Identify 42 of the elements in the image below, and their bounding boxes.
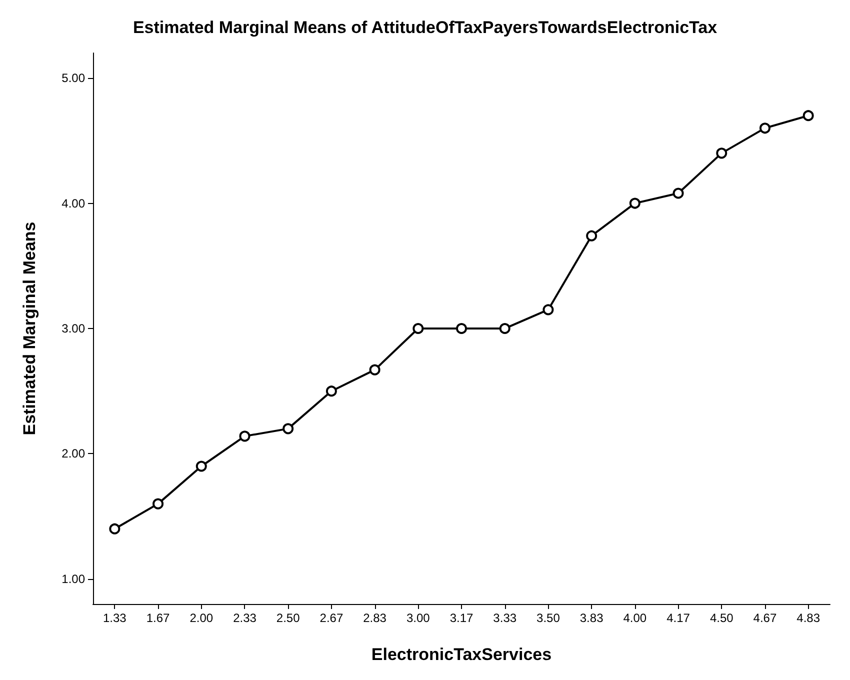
x-axis-title: ElectronicTaxServices: [371, 645, 552, 664]
point: [586, 230, 598, 242]
point: [672, 188, 684, 199]
x-tick-label: 2.50: [276, 611, 300, 625]
x-tick-label: 3.00: [406, 611, 430, 625]
x-tick-label: 3.33: [493, 611, 517, 625]
x-tick-label: 2.00: [190, 611, 214, 625]
point: [282, 423, 294, 434]
point: [109, 523, 120, 534]
x-tick-label: 2.83: [363, 611, 387, 625]
point: [542, 304, 554, 316]
y-tick-label: 1.00: [62, 572, 86, 586]
point: [716, 148, 728, 159]
point: [326, 386, 337, 397]
x-tick-label: 1.67: [146, 611, 170, 625]
x-tick-label: 3.17: [450, 611, 474, 625]
point: [369, 364, 380, 376]
x-tick-label: 2.33: [233, 611, 257, 625]
point: [239, 430, 250, 442]
x-tick-label: 2.67: [320, 611, 344, 625]
point: [629, 198, 640, 209]
point: [802, 110, 814, 122]
x-tick-label: 1.33: [102, 611, 127, 625]
y-tick-label: 2.00: [62, 446, 86, 461]
y-tick-label: 4.00: [62, 196, 86, 210]
x-tick-label: 4.17: [666, 611, 690, 625]
x-tick-label: 4.00: [623, 611, 647, 625]
point: [456, 323, 467, 334]
x-tick-label: 4.50: [710, 611, 734, 625]
x-tick-label: 3.50: [536, 611, 560, 625]
x-tick-label: 4.83: [796, 611, 820, 625]
y-tick-label: 3.00: [62, 322, 86, 336]
point: [152, 498, 164, 510]
y-axis-title: Estimated Marginal Means: [20, 222, 39, 436]
point: [412, 323, 424, 334]
point: [499, 323, 510, 334]
x-tick-label: 3.83: [580, 611, 604, 625]
point: [196, 460, 207, 472]
point: [759, 122, 770, 134]
y-tick-label: 5.00: [62, 71, 86, 86]
x-tick-label: 4.67: [753, 611, 777, 625]
chart-title: Estimated Marginal Means of AttitudeOfTaxPayersTowardsElectronicTax: [132, 18, 718, 37]
